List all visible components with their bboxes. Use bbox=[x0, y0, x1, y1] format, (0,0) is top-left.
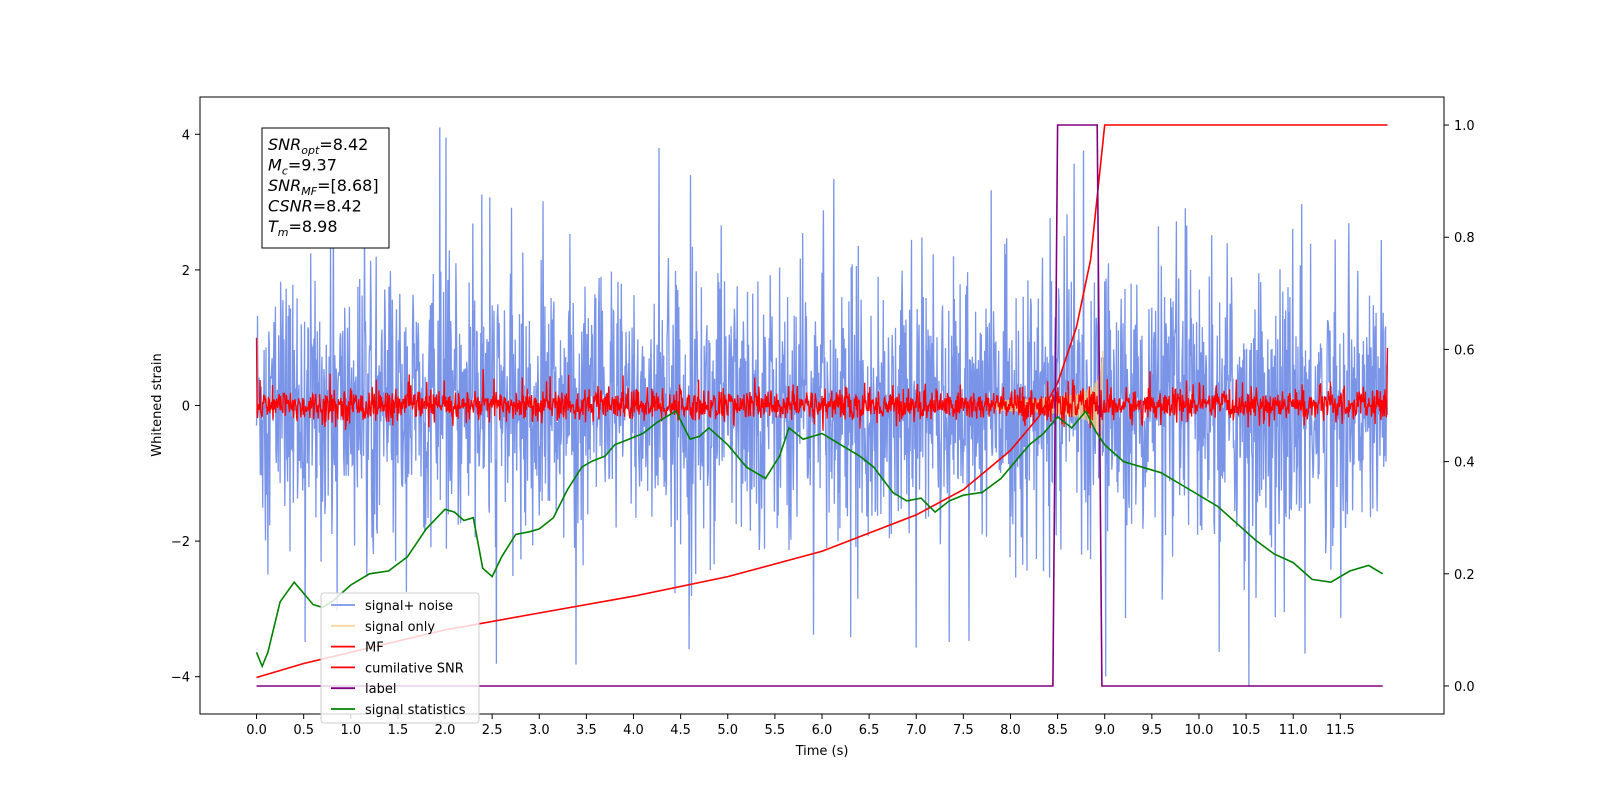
info-line-value: =8.42 bbox=[313, 197, 362, 216]
legend-entry: signal+ noise bbox=[365, 599, 453, 614]
x-tick-label: 2.0 bbox=[435, 723, 456, 738]
x-tick-label: 11.0 bbox=[1279, 723, 1308, 738]
y2-tick-label: 0.2 bbox=[1454, 568, 1475, 583]
y-tick-label: 4 bbox=[182, 128, 190, 143]
legend-entry: MF bbox=[365, 641, 384, 656]
x-tick-label: 0.0 bbox=[246, 723, 267, 738]
x-tick-label: 7.5 bbox=[953, 723, 974, 738]
x-tick-label: 5.0 bbox=[717, 723, 738, 738]
info-line: Mc=9.37 bbox=[268, 156, 337, 178]
info-line-value: =8.98 bbox=[289, 217, 338, 236]
x-tick-label: 9.5 bbox=[1142, 723, 1163, 738]
info-line-symbol: CSNR bbox=[268, 197, 313, 216]
info-line-symbol: SNR bbox=[268, 135, 301, 154]
legend: signal+ noise signal only MF cumilative SNR… bbox=[320, 592, 480, 724]
legend-frame bbox=[320, 592, 480, 724]
info-box: SNRopt=8.42Mc=9.37SNRMF=[8.68]CSNR=8.42T… bbox=[261, 127, 390, 249]
x-tick-label: 4.5 bbox=[670, 723, 691, 738]
y2-axis-ticks: 0.0 0.2 0.4 0.6 0.8 1.0 bbox=[1444, 119, 1475, 695]
x-tick-label: 8.0 bbox=[1000, 723, 1021, 738]
legend-entry: cumilative SNR bbox=[365, 661, 464, 676]
x-tick-label: 6.0 bbox=[812, 723, 833, 738]
info-line-subscript: opt bbox=[301, 144, 320, 157]
y-tick-label: 0 bbox=[182, 400, 190, 415]
info-line: Tm=8.98 bbox=[268, 217, 338, 239]
info-line-symbol: T bbox=[268, 217, 279, 236]
x-tick-label: 2.5 bbox=[482, 723, 503, 738]
info-line-value: =8.42 bbox=[319, 135, 368, 154]
series-signal-statistics-line bbox=[255, 409, 1384, 669]
x-tick-label: 3.5 bbox=[576, 723, 597, 738]
x-tick-label: 3.0 bbox=[529, 723, 550, 738]
legend-entry: signal statistics bbox=[365, 703, 466, 718]
info-line: SNRopt=8.42 bbox=[268, 135, 368, 157]
info-line-subscript: m bbox=[278, 226, 289, 239]
y-tick-label: −2 bbox=[171, 535, 190, 550]
y-axis-ticks: −4 −2 0 2 4 bbox=[171, 128, 200, 686]
series-label-line bbox=[256, 124, 1383, 687]
y2-tick-label: 0.8 bbox=[1454, 231, 1475, 246]
info-line-symbol: SNR bbox=[268, 176, 301, 195]
series-mf-line bbox=[255, 337, 1389, 431]
info-line: CSNR=8.42 bbox=[268, 197, 362, 216]
info-line-value: =[8.68] bbox=[317, 176, 379, 195]
x-tick-label: 6.5 bbox=[859, 723, 880, 738]
info-line-symbol: M bbox=[268, 156, 282, 175]
y2-tick-label: 0.4 bbox=[1454, 456, 1475, 471]
x-tick-label: 7.0 bbox=[906, 723, 927, 738]
y-axis-label: Whitened strain bbox=[150, 353, 165, 456]
info-box-frame bbox=[261, 127, 390, 249]
x-tick-label: 1.5 bbox=[388, 723, 409, 738]
legend-entry: signal only bbox=[365, 620, 435, 635]
x-axis-ticks: 0.0 0.5 1.0 1.5 2.0 2.5 3.0 3.5 4.0 4.5 5.0 5.5 6.0 6… bbox=[246, 714, 1355, 738]
y2-tick-label: 0.6 bbox=[1454, 343, 1475, 358]
y-tick-label: 2 bbox=[182, 264, 190, 279]
x-tick-label: 1.0 bbox=[340, 723, 361, 738]
x-tick-label: 4.0 bbox=[623, 723, 644, 738]
x-tick-label: 11.5 bbox=[1326, 723, 1355, 738]
info-line-subscript: MF bbox=[301, 185, 317, 198]
x-tick-label: 10.5 bbox=[1232, 723, 1261, 738]
y-tick-label: −4 bbox=[171, 671, 190, 686]
info-line-value: =9.37 bbox=[288, 156, 337, 175]
x-tick-label: 9.0 bbox=[1094, 723, 1115, 738]
info-line-subscript: c bbox=[282, 165, 288, 178]
x-tick-label: 8.5 bbox=[1047, 723, 1068, 738]
legend-entry: label bbox=[365, 682, 396, 697]
info-line: SNRMF=[8.68] bbox=[268, 176, 379, 198]
x-tick-label: 10.0 bbox=[1184, 723, 1213, 738]
x-axis-label: Time (s) bbox=[795, 744, 849, 759]
y2-tick-label: 1.0 bbox=[1454, 119, 1475, 134]
y2-tick-label: 0.0 bbox=[1454, 680, 1475, 695]
x-tick-label: 0.5 bbox=[293, 723, 314, 738]
x-tick-label: 5.5 bbox=[765, 723, 786, 738]
